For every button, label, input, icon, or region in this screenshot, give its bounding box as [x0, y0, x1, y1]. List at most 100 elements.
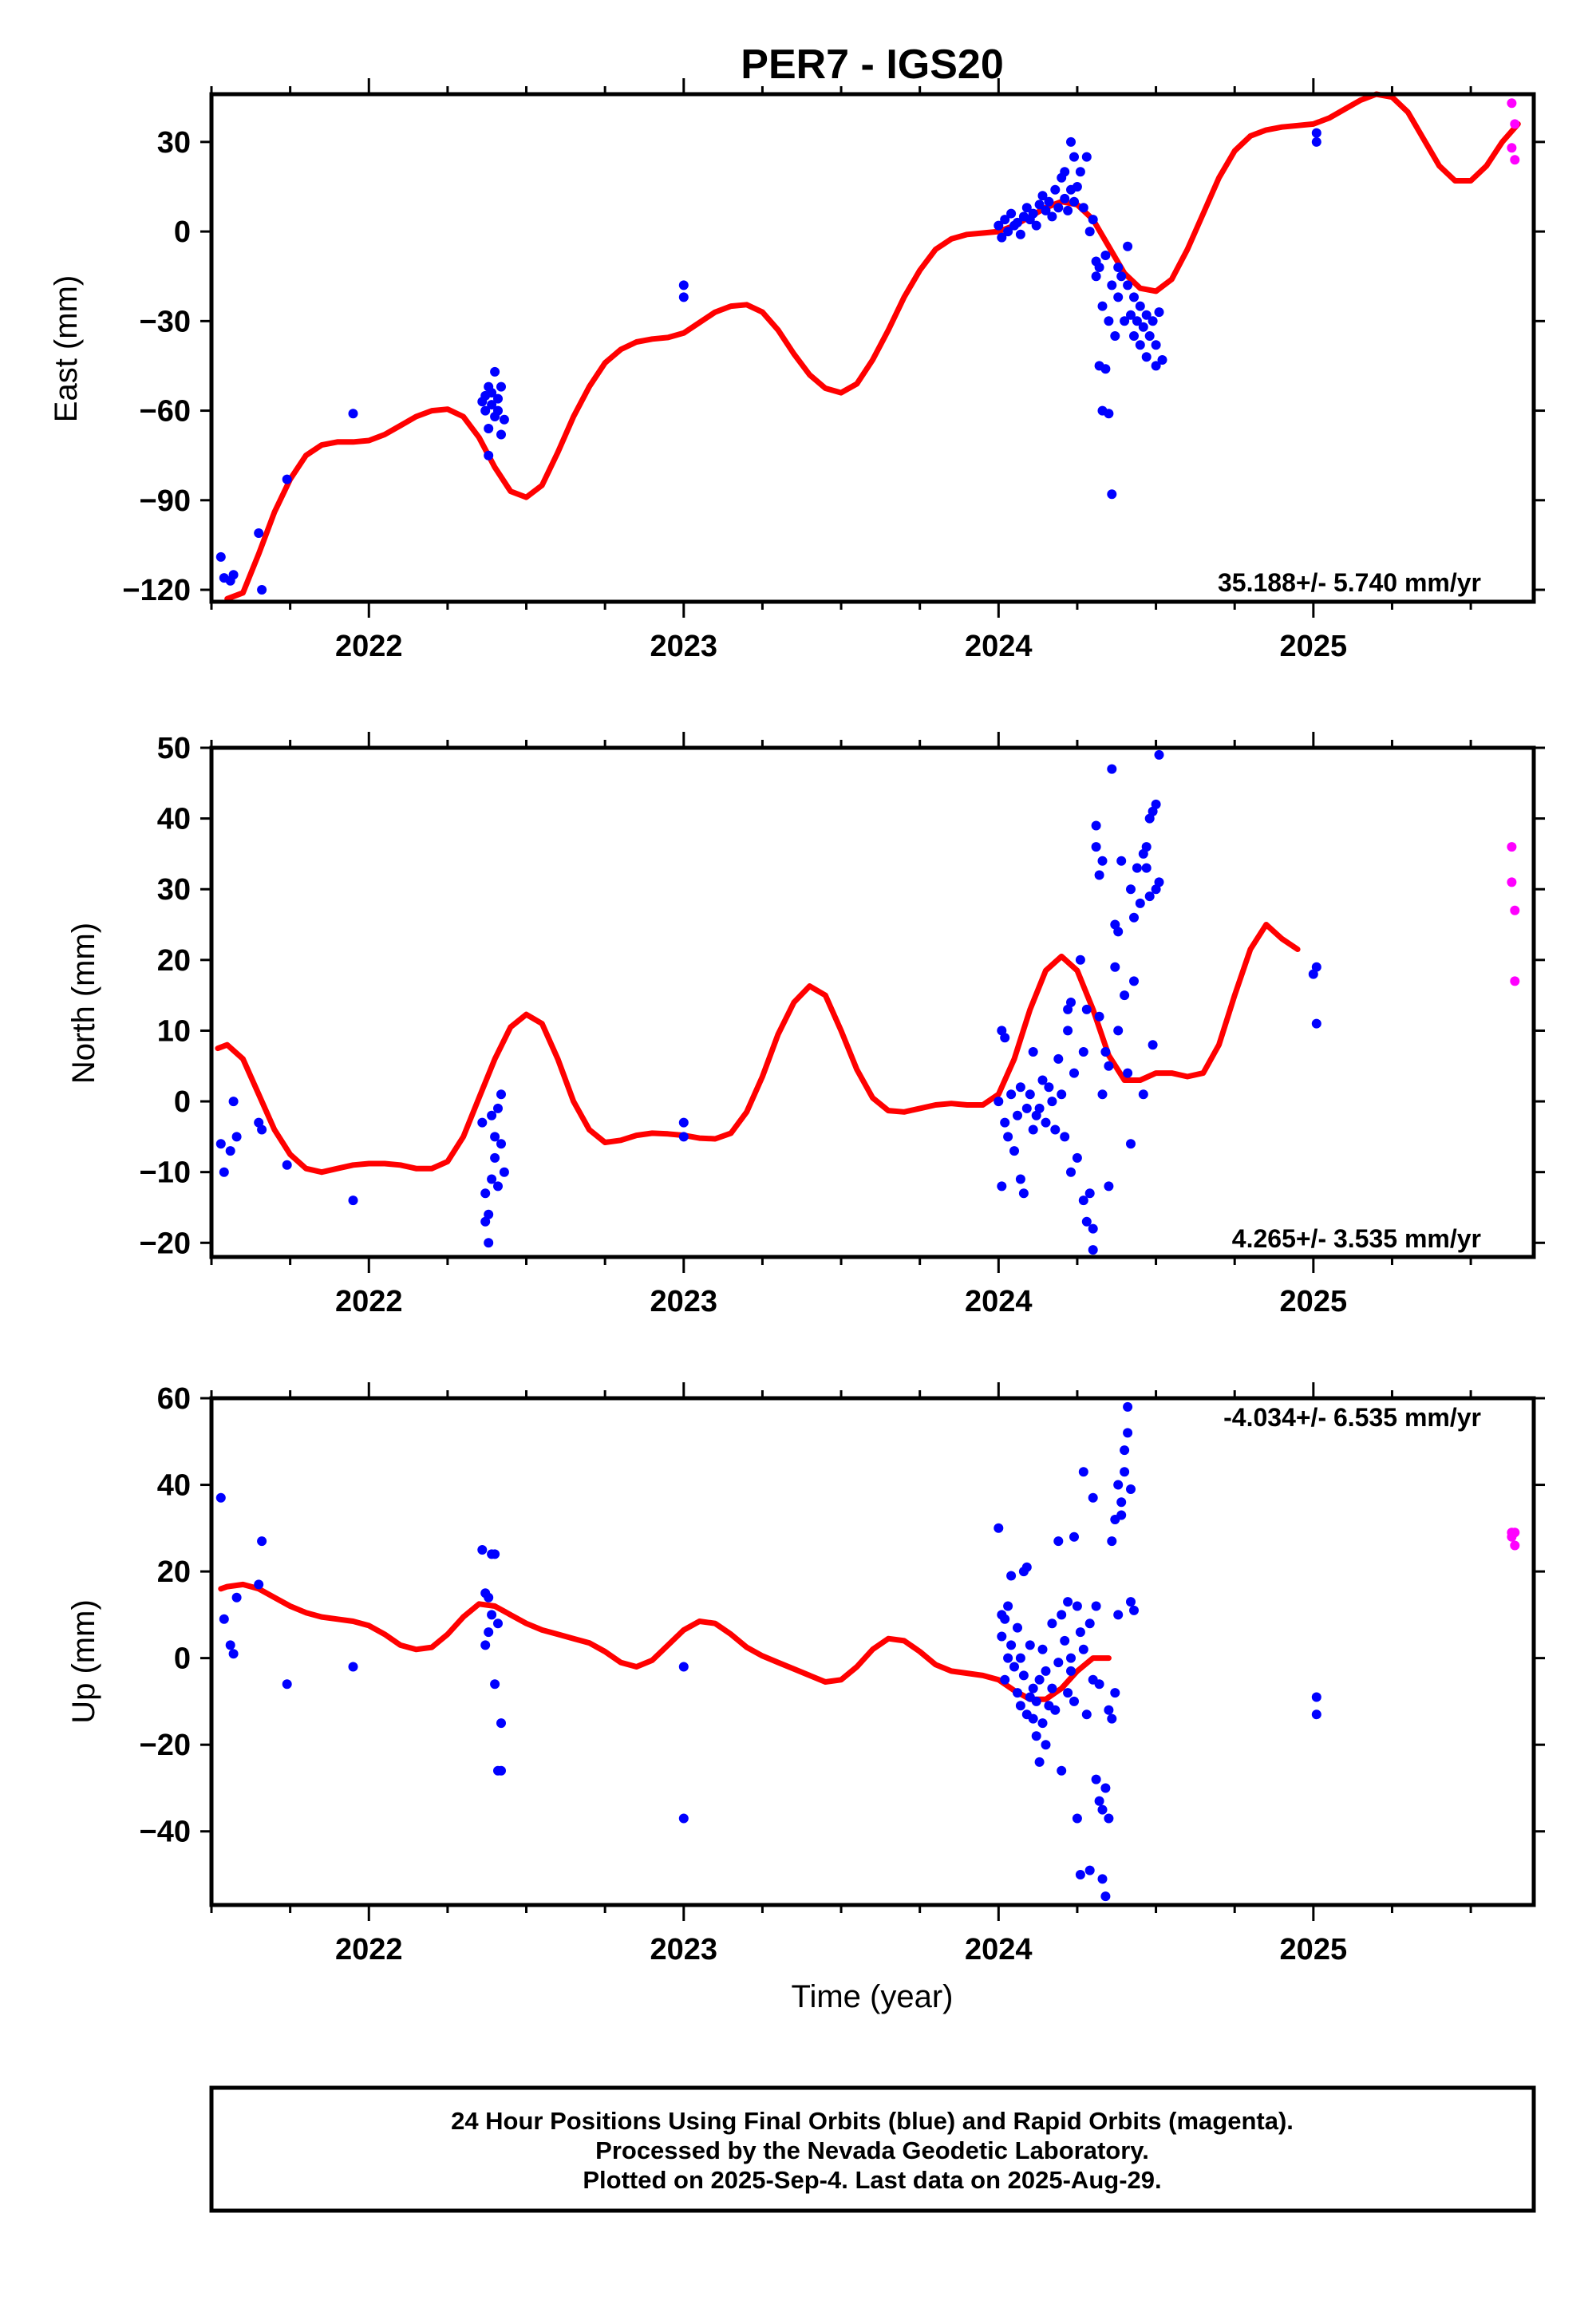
north-final-point — [1132, 863, 1142, 873]
north-final-point — [1021, 1103, 1032, 1113]
east-x-tick-label: 2022 — [335, 630, 403, 663]
north-final-point — [1107, 764, 1117, 774]
north-model-curve — [215, 922, 1301, 1176]
east-final-point — [254, 528, 264, 538]
north-final-point — [1148, 1040, 1158, 1050]
up-final-point — [1013, 1622, 1022, 1633]
east-final-point — [1151, 361, 1161, 371]
east-final-point — [1116, 271, 1127, 282]
up-final-point — [493, 1618, 503, 1629]
east-x-tick-label: 2024 — [965, 630, 1033, 663]
up-y-axis-label: Up (mm) — [66, 1599, 101, 1724]
north-final-point — [484, 1238, 494, 1248]
east-panel: −120 −90 −60 −30 0 30 2022 2023 2024 2025 East (m… — [49, 78, 1545, 663]
north-final-point — [1135, 898, 1145, 908]
east-final-point — [678, 292, 689, 302]
north-final-point — [1123, 1068, 1133, 1078]
up-y-tick-label: 20 — [157, 1555, 191, 1589]
north-rapid-point — [1510, 905, 1520, 915]
up-final-point — [1057, 1765, 1067, 1776]
east-final-point — [1031, 220, 1041, 231]
up-final-point — [1060, 1635, 1070, 1646]
north-y-tick-label: 20 — [157, 944, 191, 978]
up-final-point — [1053, 1536, 1064, 1547]
up-final-point — [1116, 1497, 1127, 1508]
east-final-point — [1120, 316, 1130, 326]
up-final-point — [1025, 1640, 1035, 1650]
up-final-point — [1028, 1683, 1038, 1694]
north-y-tick-label: 10 — [157, 1014, 191, 1048]
north-rapid-point — [1507, 842, 1517, 852]
north-final-point — [1003, 1132, 1013, 1142]
east-y-tick-label: −90 — [140, 484, 191, 518]
up-final-point — [1053, 1658, 1064, 1668]
east-final-point — [1081, 152, 1092, 162]
north-final-point — [231, 1132, 242, 1142]
north-y-tick-label: 50 — [157, 732, 191, 765]
up-final-point — [1116, 1510, 1127, 1520]
up-final-point — [1021, 1562, 1032, 1572]
east-final-point — [1132, 316, 1142, 326]
up-y-tick-label: 40 — [157, 1469, 191, 1503]
north-final-point — [1084, 1188, 1095, 1199]
north-final-point — [1110, 962, 1120, 972]
up-final-point — [1072, 1813, 1082, 1824]
north-final-point — [1081, 1004, 1092, 1014]
up-final-point — [1069, 1696, 1079, 1706]
east-final-point — [1135, 301, 1145, 311]
north-final-point — [997, 1181, 1007, 1192]
east-final-point — [1060, 167, 1070, 177]
up-final-point — [1031, 1696, 1041, 1706]
up-final-point — [219, 1614, 229, 1624]
north-final-point — [1154, 877, 1164, 887]
east-final-point — [1003, 227, 1013, 237]
east-final-point — [493, 393, 503, 404]
up-final-point — [1084, 1618, 1095, 1629]
east-y-tick-label: −30 — [140, 305, 191, 338]
up-final-point — [1120, 1445, 1130, 1456]
up-x-tick-label: 2025 — [1280, 1933, 1348, 1966]
up-final-point — [1084, 1865, 1095, 1875]
up-final-point — [1041, 1740, 1051, 1750]
north-final-point — [487, 1110, 497, 1120]
north-x-tick-label: 2022 — [335, 1285, 403, 1318]
up-final-point — [228, 1649, 239, 1659]
east-final-point — [1123, 241, 1133, 251]
east-final-point — [1107, 489, 1117, 500]
up-final-point — [1063, 1597, 1073, 1607]
east-y-axis-label: East (mm) — [49, 275, 84, 422]
north-final-point — [1113, 927, 1124, 937]
east-y-tick-label: −120 — [122, 574, 191, 607]
up-final-point — [215, 1492, 226, 1503]
up-final-point — [487, 1610, 497, 1620]
east-final-point — [484, 424, 494, 433]
north-final-point — [490, 1152, 500, 1163]
north-final-point — [1053, 1053, 1064, 1064]
north-final-point — [1113, 1026, 1124, 1036]
east-final-point — [1107, 280, 1117, 290]
chart-title: PER7 - IGS20 — [741, 41, 1003, 88]
north-final-point — [484, 1209, 494, 1219]
footer-frame — [209, 2085, 1536, 2213]
up-final-point — [1037, 1718, 1048, 1729]
up-final-point — [1037, 1644, 1048, 1654]
north-final-point — [1072, 1152, 1082, 1163]
north-y-tick-label: −10 — [140, 1156, 191, 1190]
north-final-point — [1154, 749, 1164, 760]
east-final-point — [1129, 292, 1139, 302]
north-final-point — [348, 1196, 358, 1206]
up-panel: −40 −20 0 20 40 60 2022 2023 2024 2025 Up (mm) -4… — [66, 1382, 1545, 1966]
east-final-point — [1047, 211, 1057, 222]
north-final-point — [994, 1097, 1004, 1107]
north-final-point — [477, 1117, 488, 1128]
up-final-point — [1120, 1467, 1130, 1477]
east-final-point — [1088, 215, 1098, 225]
up-final-point — [1047, 1618, 1057, 1629]
east-final-point — [1154, 307, 1164, 318]
east-final-point — [1028, 208, 1038, 219]
east-final-point — [1053, 203, 1064, 213]
north-final-point — [257, 1124, 267, 1135]
east-final-point — [1037, 191, 1048, 201]
north-final-point — [1097, 856, 1108, 866]
up-final-point — [1009, 1662, 1019, 1672]
